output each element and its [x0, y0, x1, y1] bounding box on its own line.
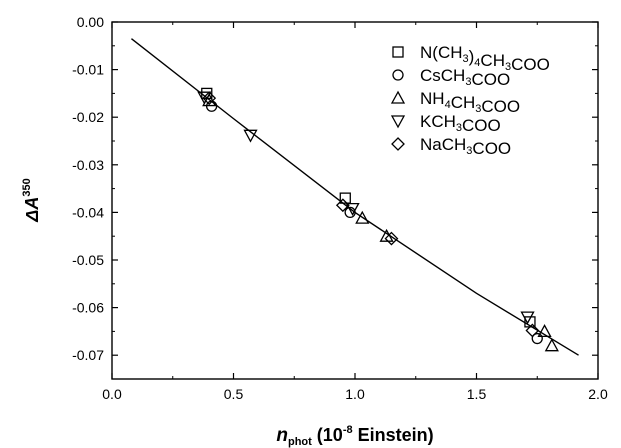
data-point [544, 338, 559, 352]
legend-marker [392, 46, 404, 58]
data-point [384, 231, 399, 246]
x-tick-label: 2.0 [588, 386, 608, 402]
data-point [243, 129, 258, 143]
x-tick-label: 1.5 [467, 386, 487, 402]
data-point [355, 210, 370, 224]
x-tick-label: 0.5 [224, 386, 244, 402]
axis-ticks: 0.0 0.5 1.0 1.5 2.0 0.00 -0.01 -0.02 -0.03 -0.04 -… [72, 14, 608, 402]
data-point [344, 206, 356, 219]
legend-label: NH4CH3COO [420, 89, 520, 116]
y-tick-label: -0.04 [72, 204, 104, 220]
legend-marker [390, 115, 406, 129]
y-tick-label: -0.03 [72, 157, 104, 173]
data-point [335, 198, 350, 213]
x-tick-label: 1.0 [345, 386, 365, 402]
data-point [525, 323, 540, 338]
legend-label: N(CH3)4CH3COO [420, 43, 550, 74]
data-points [197, 87, 559, 352]
data-point [339, 192, 351, 204]
x-tick-label: 0.0 [102, 386, 122, 402]
legend-label: CsCH3COO [420, 66, 510, 89]
data-point [202, 91, 217, 106]
data-point [345, 202, 360, 216]
legend-marker [391, 137, 405, 151]
data-point [531, 332, 543, 345]
y-tick-label: -0.06 [72, 300, 104, 316]
legend-label: NaCH3COO [420, 135, 511, 158]
legend: N(CH3)4CH3COOCsCH3COONH4CH3COOKCH3COONaC… [390, 43, 550, 158]
y-tick-label: -0.05 [72, 252, 104, 268]
data-point [379, 228, 394, 242]
y-tick-label: 0.00 [77, 14, 104, 30]
x-axis-label: nphot (10-8 Einstein) [276, 424, 433, 448]
legend-marker [390, 90, 406, 104]
y-tick-label: -0.01 [72, 62, 104, 78]
fit-line [131, 38, 579, 356]
y-tick-label: -0.02 [72, 109, 104, 125]
legend-marker [392, 69, 404, 81]
y-tick-label: -0.07 [72, 347, 104, 363]
fit-line-group [131, 38, 579, 356]
y-axis-label: ΔA350 [21, 178, 42, 222]
data-point [197, 91, 212, 105]
data-point [520, 311, 535, 325]
legend-label: KCH3COO [420, 112, 501, 135]
data-point [537, 324, 552, 338]
